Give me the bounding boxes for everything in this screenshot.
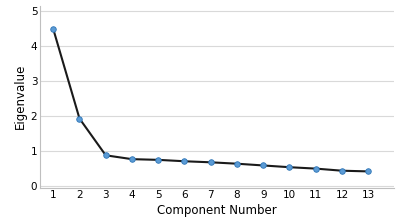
X-axis label: Component Number: Component Number bbox=[158, 204, 277, 217]
Y-axis label: Eigenvalue: Eigenvalue bbox=[14, 64, 26, 129]
